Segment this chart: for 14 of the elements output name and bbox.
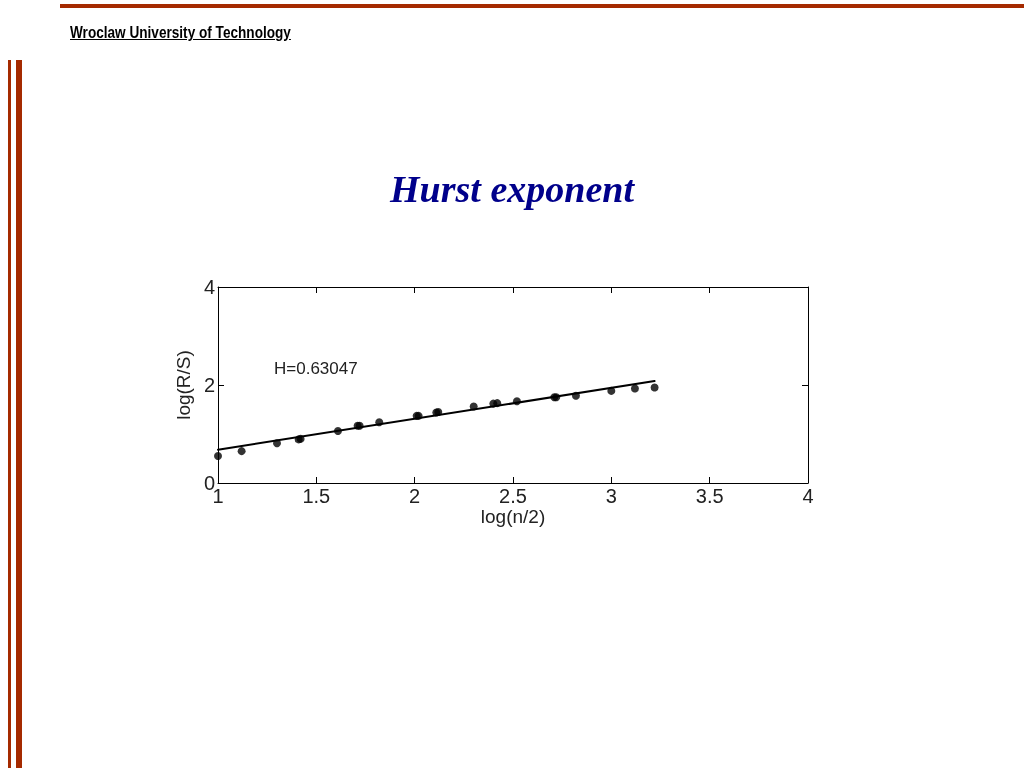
x-tick-label: 3 xyxy=(605,485,617,507)
x-tick-label: 3.5 xyxy=(695,485,724,507)
y-axis-title: log(R/S) xyxy=(172,350,194,420)
y-tick-label: 2 xyxy=(203,374,215,396)
x-tick-label: 1.5 xyxy=(302,485,331,507)
y-tick-label: 4 xyxy=(203,276,215,298)
y-tick-label: 0 xyxy=(203,472,215,494)
x-tick-label: 4 xyxy=(802,485,814,507)
chart-title: Hurst exponent xyxy=(389,168,636,210)
text: Wroclaw University of Technology xyxy=(70,24,291,42)
x-tick-label: 2 xyxy=(409,485,421,507)
x-tick-label: 2.5 xyxy=(499,485,527,507)
x-axis-title: log(n/2) xyxy=(480,505,546,527)
annotation: H=0.63047 xyxy=(274,359,358,378)
